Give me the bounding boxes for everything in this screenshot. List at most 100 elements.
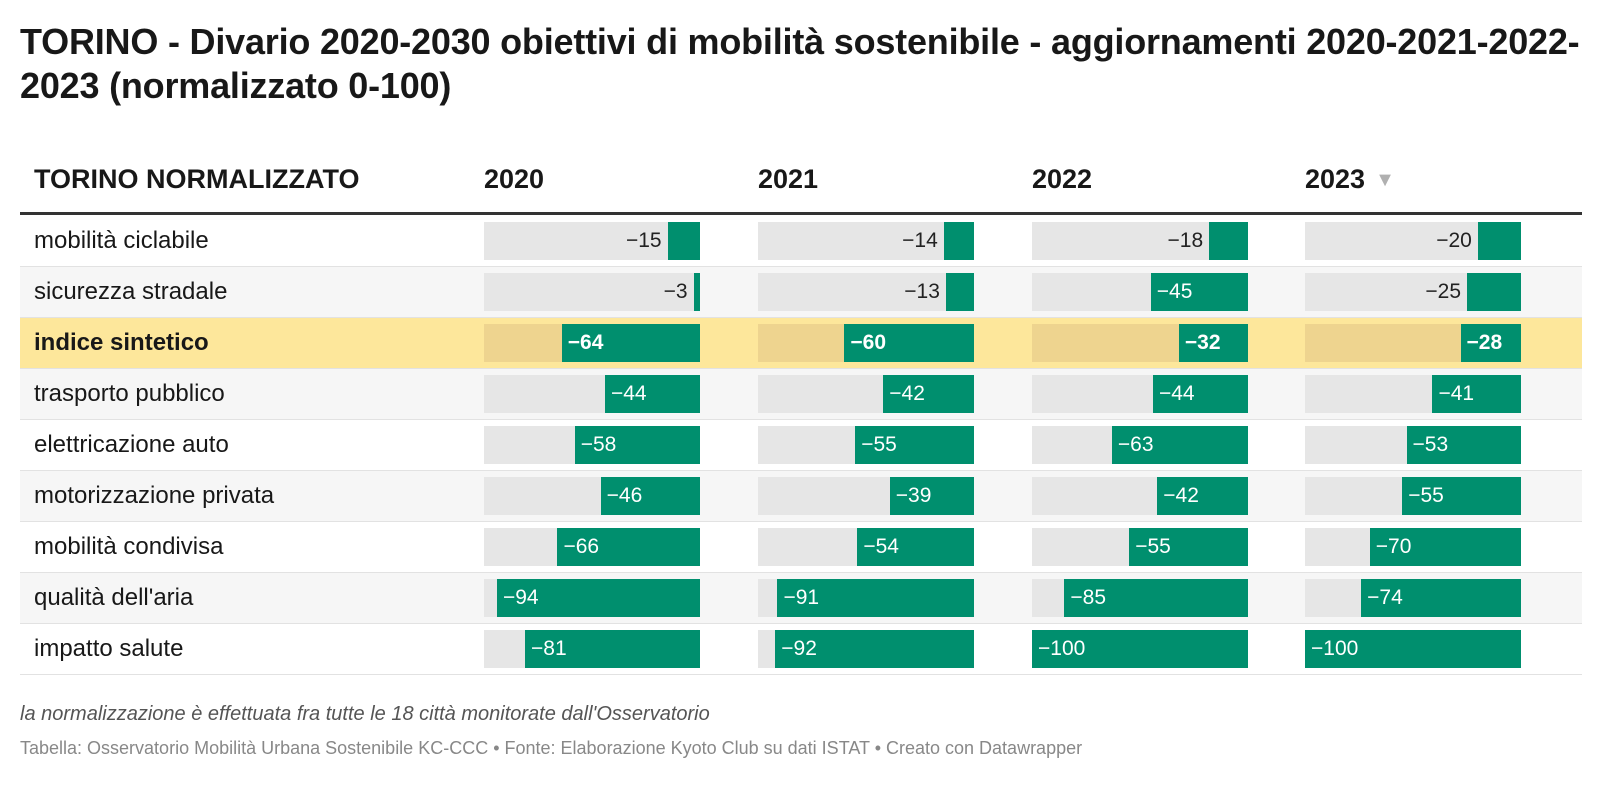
bar <box>1361 579 1521 617</box>
bar-cell: −70 <box>1305 528 1521 566</box>
value-label: −42 <box>889 382 925 405</box>
bar <box>1406 426 1521 464</box>
bar-cell: −74 <box>1305 579 1521 617</box>
table-row: elettricazione auto −58 −55 −63 −53 <box>20 420 1582 471</box>
bar-cell: −15 <box>484 222 700 260</box>
bar-cell: −55 <box>758 426 974 464</box>
bar-cell: −18 <box>1032 222 1248 260</box>
bar-cell: −60 <box>758 324 974 362</box>
bar-cell: −25 <box>1305 273 1521 311</box>
value-label: −15 <box>625 229 662 252</box>
bar <box>844 324 974 362</box>
bar <box>1111 426 1248 464</box>
bar-track <box>484 273 700 311</box>
bar-track <box>758 273 974 311</box>
bar <box>1460 324 1521 362</box>
bar-cell: −54 <box>758 528 974 566</box>
table-row: impatto salute −81 −92 −100 −100 <box>20 624 1582 675</box>
header-year-2021[interactable]: 2021 <box>758 164 819 194</box>
value-label: −32 <box>1184 331 1221 354</box>
credits: Tabella: Osservatorio Mobilità Urbana So… <box>20 738 1083 758</box>
value-label: −14 <box>902 229 938 252</box>
bar <box>1209 222 1248 260</box>
bar <box>857 528 974 566</box>
value-label: −58 <box>580 433 617 456</box>
row-label: impatto salute <box>34 635 184 662</box>
row-label: sicurezza stradale <box>34 278 228 305</box>
value-label: −55 <box>861 433 897 456</box>
row-label: mobilità condivisa <box>34 533 224 560</box>
bar <box>557 528 700 566</box>
row-label: mobilità ciclabile <box>34 227 209 254</box>
bar <box>1477 222 1521 260</box>
bar <box>1369 528 1521 566</box>
value-label: −66 <box>563 535 600 558</box>
value-label: −63 <box>1117 433 1154 456</box>
value-label: −46 <box>606 484 643 507</box>
bar <box>1178 324 1248 362</box>
bar-cell: −55 <box>1032 528 1248 566</box>
bar-cell: −63 <box>1032 426 1248 464</box>
value-label: −55 <box>1408 484 1444 507</box>
table-header: TORINO NORMALIZZATO 2020 2021 2022 2023 ▼ <box>20 160 1582 215</box>
bar <box>1064 579 1248 617</box>
header-year-2023[interactable]: 2023 ▼ <box>1305 164 1395 194</box>
bar-cell: −91 <box>758 579 974 617</box>
value-label: −94 <box>502 586 539 609</box>
bar-cell: −64 <box>484 324 700 362</box>
table-row: indice sintetico −64 −60 −32 −28 <box>20 318 1582 369</box>
row-label: motorizzazione privata <box>34 482 275 509</box>
bar-track <box>484 222 700 260</box>
bar-cell: −58 <box>484 426 700 464</box>
bar <box>889 477 974 515</box>
value-label: −91 <box>783 586 820 609</box>
value-label: −3 <box>663 280 688 303</box>
table-row: motorizzazione privata −46 −39 −42 −55 <box>20 471 1582 522</box>
bar-cell: −85 <box>1032 579 1248 617</box>
value-label: −28 <box>1466 331 1503 354</box>
bar <box>1150 273 1248 311</box>
bar-cell: −28 <box>1305 324 1521 362</box>
bar <box>604 375 700 413</box>
bar-cell: −3 <box>484 273 700 311</box>
value-label: −44 <box>610 382 647 405</box>
bar <box>561 324 700 362</box>
bar-cell: −32 <box>1032 324 1248 362</box>
value-label: −92 <box>781 637 817 660</box>
bar-cell: −14 <box>758 222 974 260</box>
header-year-2020[interactable]: 2020 <box>484 164 545 194</box>
bar-cell: −94 <box>484 579 700 617</box>
value-label: −45 <box>1156 280 1193 303</box>
bar <box>945 273 974 311</box>
table-row: mobilità condivisa −66 −54 −55 −70 <box>20 522 1582 573</box>
value-label: −42 <box>1163 484 1199 507</box>
bar-cell: −53 <box>1305 426 1521 464</box>
bar-cell: −66 <box>484 528 700 566</box>
table-row: qualità dell'aria −94 −91 −85 −74 <box>20 573 1582 624</box>
bar <box>525 630 700 668</box>
value-label: −100 <box>1038 637 1086 660</box>
bar-cell: −45 <box>1032 273 1248 311</box>
row-label: qualità dell'aria <box>34 584 194 611</box>
bar-cell: −92 <box>758 630 974 668</box>
row-label: elettricazione auto <box>34 431 229 458</box>
value-label: −54 <box>863 535 899 558</box>
bar-cell: −44 <box>1032 375 1248 413</box>
bar <box>855 426 974 464</box>
footnote: la normalizzazione è effettuata fra tutt… <box>20 703 710 725</box>
bar-cell: −46 <box>484 477 700 515</box>
bar <box>1467 273 1521 311</box>
value-label: −20 <box>1436 229 1472 252</box>
table-row: mobilità ciclabile −15 −14 −18 −20 <box>20 216 1582 267</box>
bar-cell: −100 <box>1032 630 1248 668</box>
value-label: −60 <box>850 331 887 354</box>
bar-cell: −39 <box>758 477 974 515</box>
bar-cell: −44 <box>484 375 700 413</box>
bar <box>883 375 974 413</box>
bar <box>1432 375 1521 413</box>
bar <box>1305 630 1521 668</box>
bar-cell: −13 <box>758 273 974 311</box>
header-year-2022[interactable]: 2022 <box>1032 164 1093 194</box>
row-label: trasporto pubblico <box>34 380 225 407</box>
bar-cell: −81 <box>484 630 700 668</box>
